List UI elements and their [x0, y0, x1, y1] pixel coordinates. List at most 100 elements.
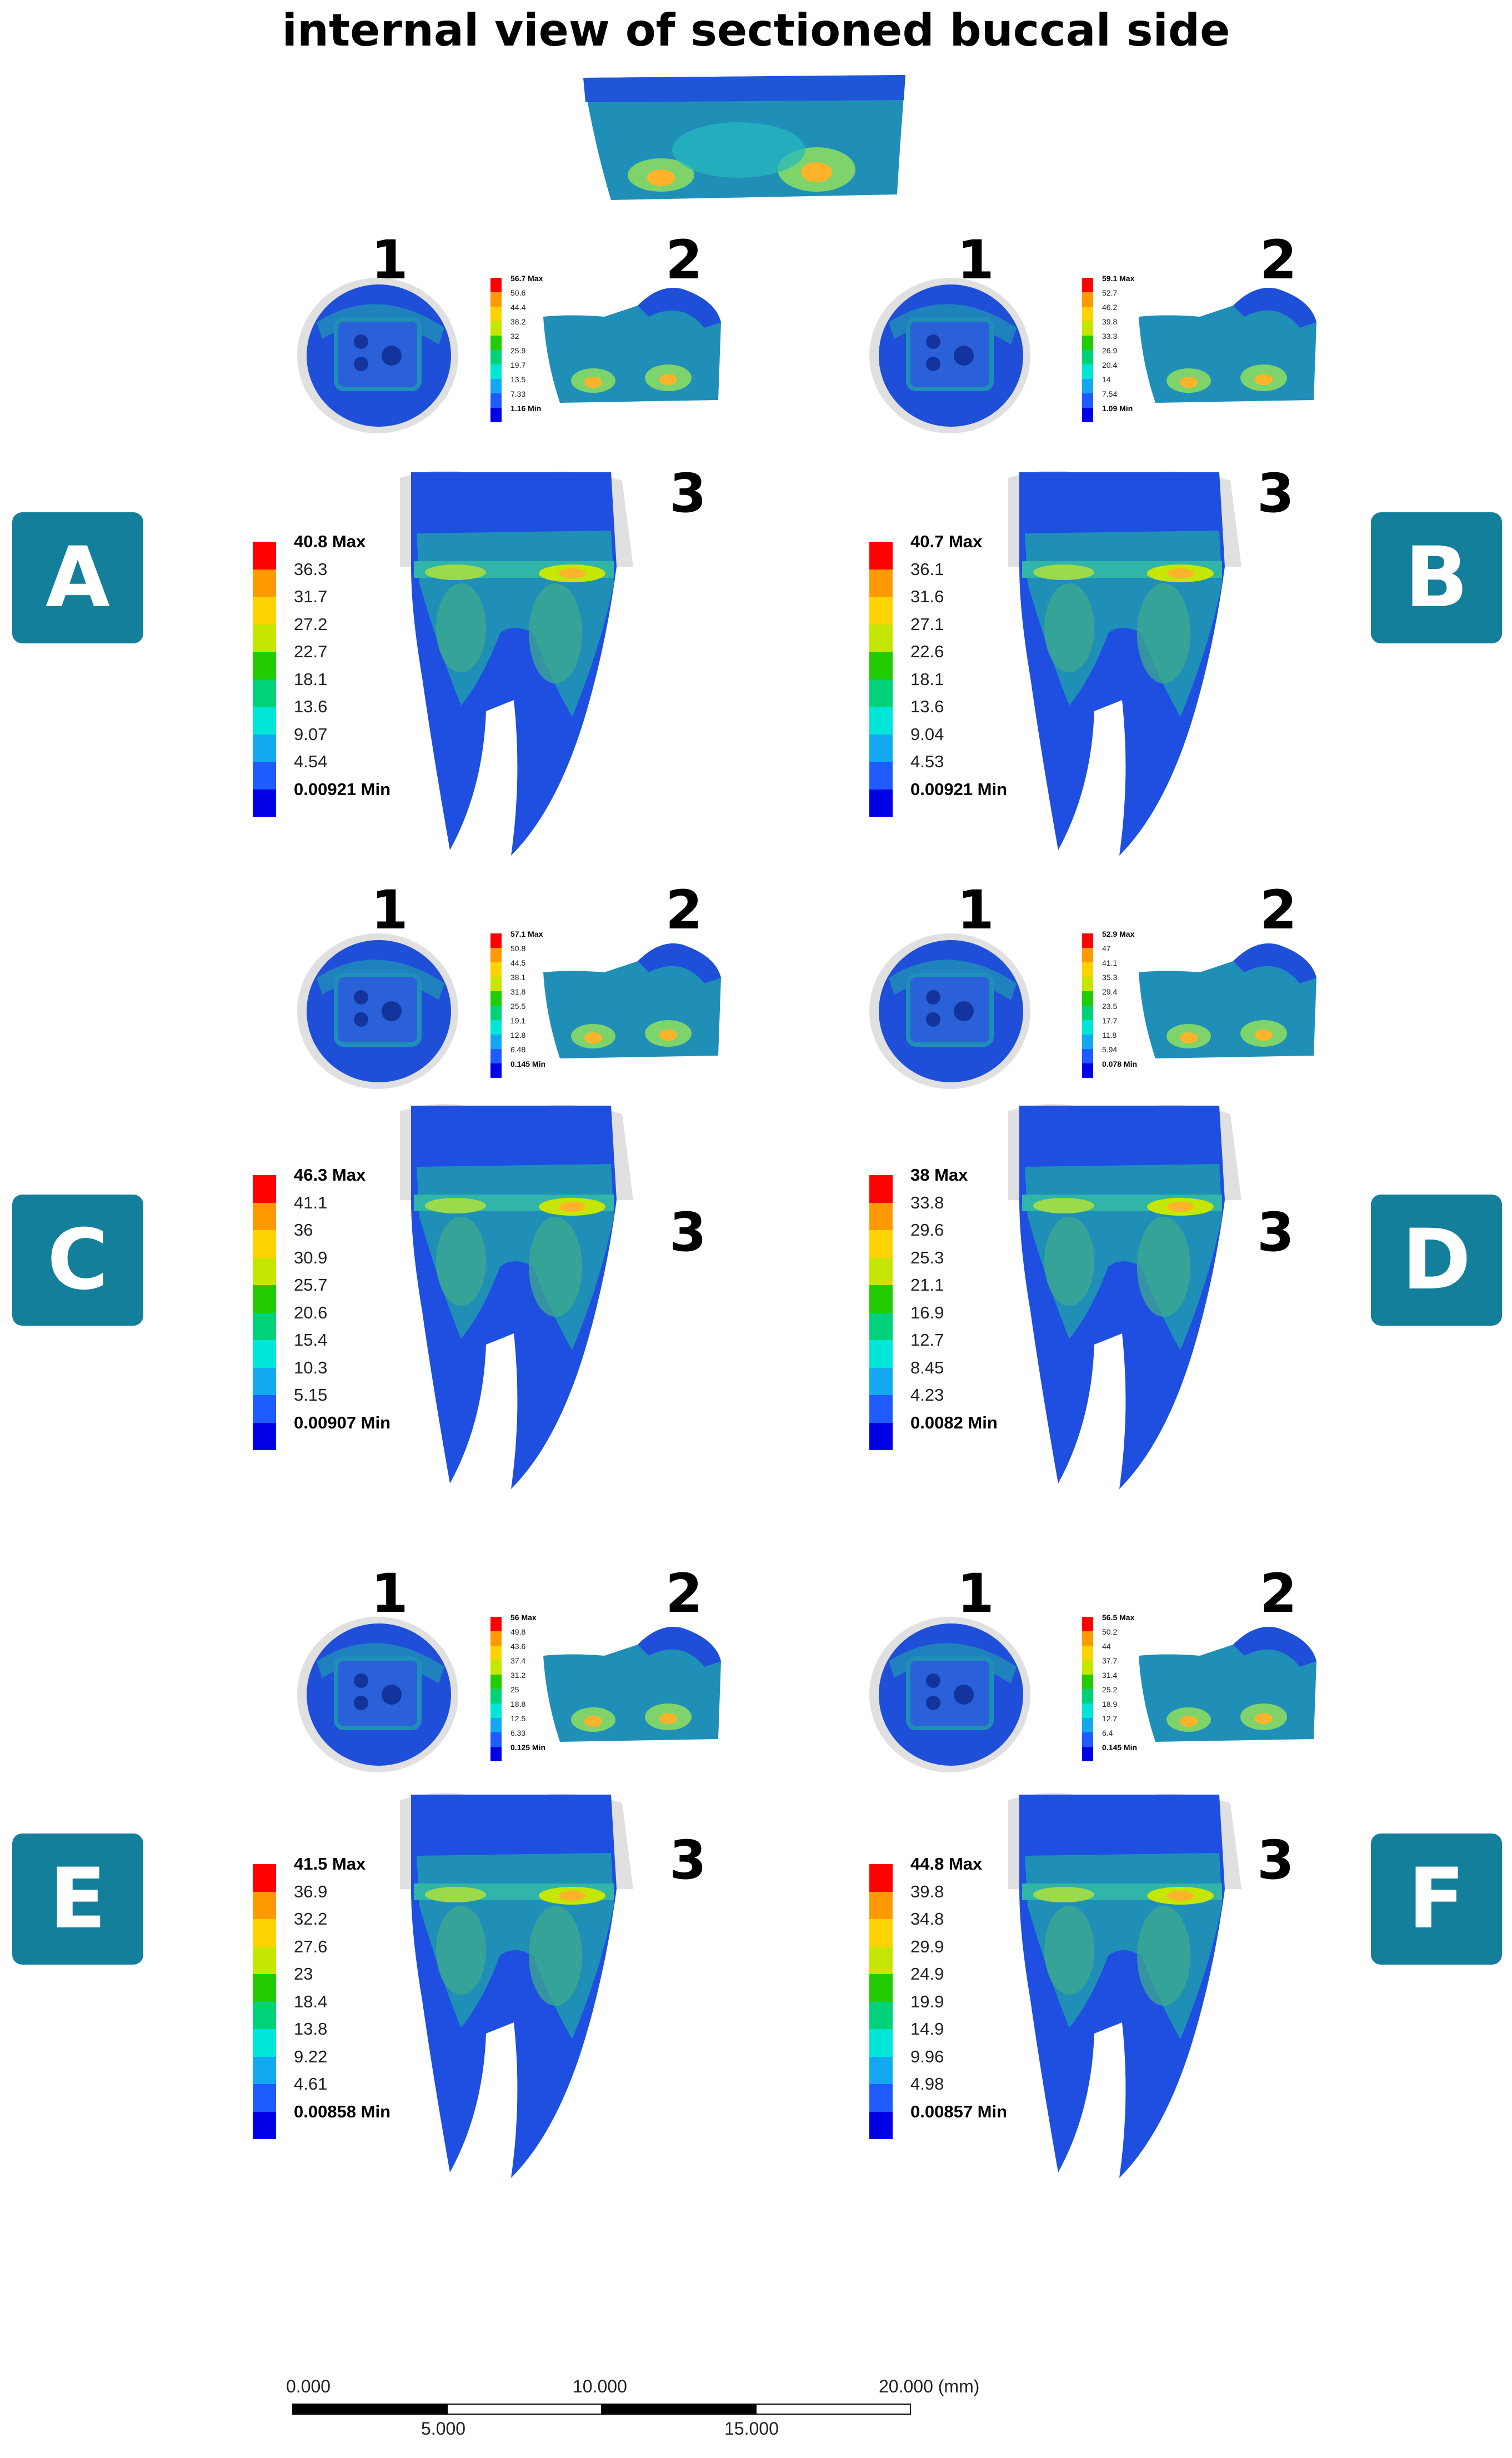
legend-label: 31.6	[910, 587, 944, 606]
occlusal-view-image	[297, 278, 458, 433]
legend-swatch	[869, 679, 893, 707]
legend-swatch	[253, 597, 276, 625]
legend-swatch	[253, 569, 276, 597]
legend-swatch	[1082, 307, 1093, 321]
tooth-view-image	[400, 1104, 633, 1489]
legend-swatch	[1082, 321, 1093, 336]
legend-swatch	[253, 1891, 276, 1919]
legend-label: 5.94	[1102, 1045, 1118, 1054]
legend-label: 18.9	[1102, 1700, 1118, 1708]
legend-swatch	[1082, 1675, 1093, 1689]
legend-swatch	[1082, 408, 1093, 422]
legend-swatch	[869, 624, 893, 652]
legend-swatch	[490, 948, 502, 962]
legend-swatch	[1082, 1631, 1093, 1646]
legend-label: 15.4	[294, 1330, 328, 1350]
legend-swatch	[869, 1367, 893, 1395]
legend-swatch	[869, 597, 893, 625]
legend-label: 12.7	[1102, 1714, 1118, 1723]
legend-swatch	[869, 707, 893, 735]
tooth-view-image	[400, 1793, 633, 2178]
legend-swatch	[1082, 278, 1093, 292]
legend-label: 0.00921 Min	[294, 779, 391, 799]
legend-swatch	[869, 2001, 893, 2029]
legend-label: 17.7	[1102, 1016, 1118, 1025]
view-number-1: 1	[957, 1562, 994, 1625]
occlusal-view-image	[869, 278, 1030, 433]
legend-swatch	[869, 1230, 893, 1258]
legend-label: 32.2	[294, 1909, 328, 1929]
legend-label: 31.7	[294, 587, 328, 606]
legend-swatch	[490, 321, 502, 336]
legend-swatch	[1082, 350, 1093, 364]
legend-swatch	[490, 1006, 502, 1020]
legend-label: 0.00857 Min	[910, 2101, 1008, 2121]
legend-swatch	[1082, 933, 1093, 948]
legend-label: 59.1 Max	[1102, 274, 1135, 283]
legend-swatch	[490, 1049, 502, 1063]
section-view-image	[1139, 943, 1316, 1058]
legend-label: 36.3	[294, 559, 328, 579]
legend-label: 38.2	[510, 317, 526, 326]
view-number-2: 2	[1260, 879, 1297, 941]
legend-label: 0.0082 Min	[910, 1412, 998, 1432]
legend-label: 50.6	[510, 288, 526, 297]
legend-label: 6.4	[1102, 1728, 1113, 1737]
legend-label: 0.145 Min	[510, 1060, 546, 1068]
legend-label: 52.9 Max	[1102, 930, 1135, 938]
legend-swatch	[1082, 393, 1093, 408]
legend-label: 20.4	[1102, 361, 1118, 369]
legend-label: 13.6	[910, 697, 944, 716]
legend-swatch	[253, 1974, 276, 2002]
legend-swatch	[869, 1202, 893, 1230]
legend-label: 31.8	[510, 987, 526, 996]
legend-label: 0.145 Min	[1102, 1743, 1138, 1752]
legend-swatch	[1082, 1646, 1093, 1660]
legend-swatch	[869, 2084, 893, 2112]
legend-label: 16.9	[910, 1302, 944, 1322]
legend-label: 1.09 Min	[1102, 404, 1133, 413]
legend-swatch	[253, 2111, 276, 2139]
view-number-1: 1	[371, 1562, 408, 1625]
view-number-3: 3	[1257, 462, 1294, 524]
scale-label: 0.000	[286, 2376, 331, 2396]
legend-label: 13.6	[294, 697, 328, 716]
legend-swatch	[253, 734, 276, 762]
legend-label: 29.6	[910, 1220, 944, 1240]
legend-swatch	[869, 1395, 893, 1423]
legend-label: 4.61	[294, 2074, 328, 2094]
legend-label: 26.9	[1102, 346, 1118, 355]
legend-swatch	[490, 1646, 502, 1660]
section-view-image	[543, 288, 721, 403]
legend-swatch	[1082, 948, 1093, 962]
legend-swatch	[869, 1175, 893, 1203]
legend-swatch	[490, 379, 502, 393]
legend-label: 12.8	[510, 1031, 526, 1040]
panel-label-c: C	[12, 1195, 143, 1326]
legend-label: 33.3	[1102, 332, 1118, 341]
legend-label: 18.1	[910, 669, 944, 689]
legend-swatch	[1082, 1035, 1093, 1049]
legend-label: 25.5	[510, 1002, 526, 1011]
legend-label: 20.6	[294, 1302, 328, 1322]
legend-swatch	[490, 1703, 502, 1718]
legend-swatch	[253, 1340, 276, 1368]
legend-swatch	[869, 569, 893, 597]
view-number-1: 1	[371, 879, 408, 941]
legend-swatch	[1082, 962, 1093, 977]
legend-swatch	[253, 679, 276, 707]
legend-swatch	[253, 2029, 276, 2057]
legend-swatch	[1082, 1703, 1093, 1718]
legend-label: 0.00907 Min	[294, 1412, 391, 1432]
legend-label: 32	[510, 332, 519, 341]
legend-swatch	[253, 762, 276, 790]
legend-label: 50.8	[510, 944, 526, 953]
scale-bar	[292, 2404, 911, 2415]
legend-label: 44.5	[510, 958, 526, 967]
legend-label: 19.9	[910, 1991, 944, 2011]
legend-label: 9.96	[910, 2046, 944, 2066]
legend-label: 11.8	[1102, 1031, 1117, 1040]
legend-swatch	[869, 1946, 893, 1974]
legend-label: 18.4	[294, 1991, 328, 2011]
view-number-3: 3	[1257, 1201, 1294, 1263]
